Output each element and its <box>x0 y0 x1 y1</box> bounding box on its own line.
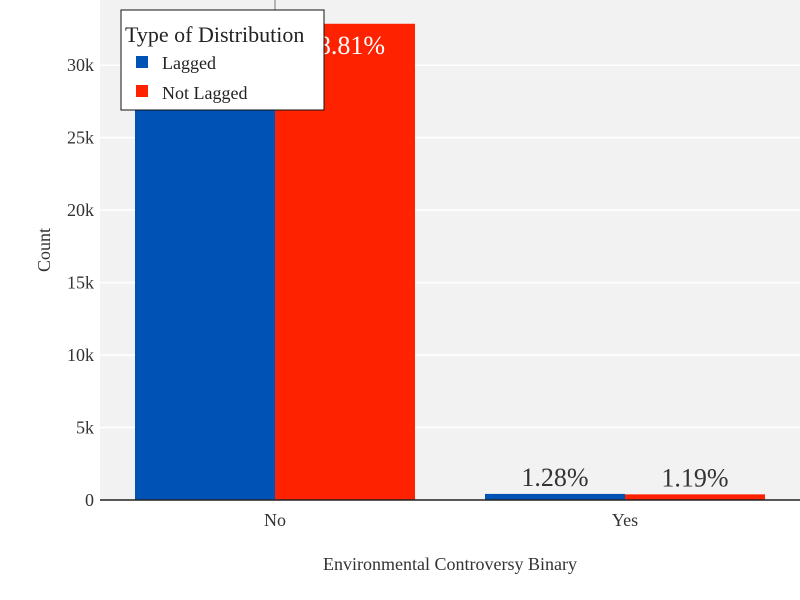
y-tick-labels: 0 5k 10k 15k 20k 25k 30k <box>67 55 94 510</box>
y-tick-label: 0 <box>85 490 94 510</box>
bar-not-lagged-yes[interactable] <box>625 494 765 500</box>
y-axis-title: Count <box>34 228 54 272</box>
legend-box <box>120 9 325 111</box>
x-tick-labels: No Yes <box>264 510 638 530</box>
bar-lagged-yes[interactable] <box>485 493 625 500</box>
y-tick-label: 30k <box>67 55 94 75</box>
x-tick-label: No <box>264 510 286 530</box>
bar-label: 1.19% <box>661 463 728 492</box>
y-tick-label: 10k <box>67 345 94 365</box>
legend-title: Type of Distribution <box>125 22 304 47</box>
y-tick-label: 20k <box>67 200 94 220</box>
legend-entry-not-lagged[interactable]: Not Lagged <box>162 83 247 103</box>
x-tick-label: Yes <box>612 510 638 530</box>
bar-label: 1.28% <box>521 463 588 492</box>
legend-entry-lagged[interactable]: Lagged <box>162 53 216 73</box>
y-tick-label: 5k <box>76 418 94 438</box>
legend-swatch-not-lagged <box>136 85 148 97</box>
legend-swatch-lagged <box>136 56 148 68</box>
y-tick-label: 25k <box>67 128 94 148</box>
legend[interactable]: Type of Distribution Lagged Not Lagged <box>120 9 325 111</box>
x-axis-title: Environmental Controversy Binary <box>323 554 577 574</box>
y-tick-label: 15k <box>67 273 94 293</box>
